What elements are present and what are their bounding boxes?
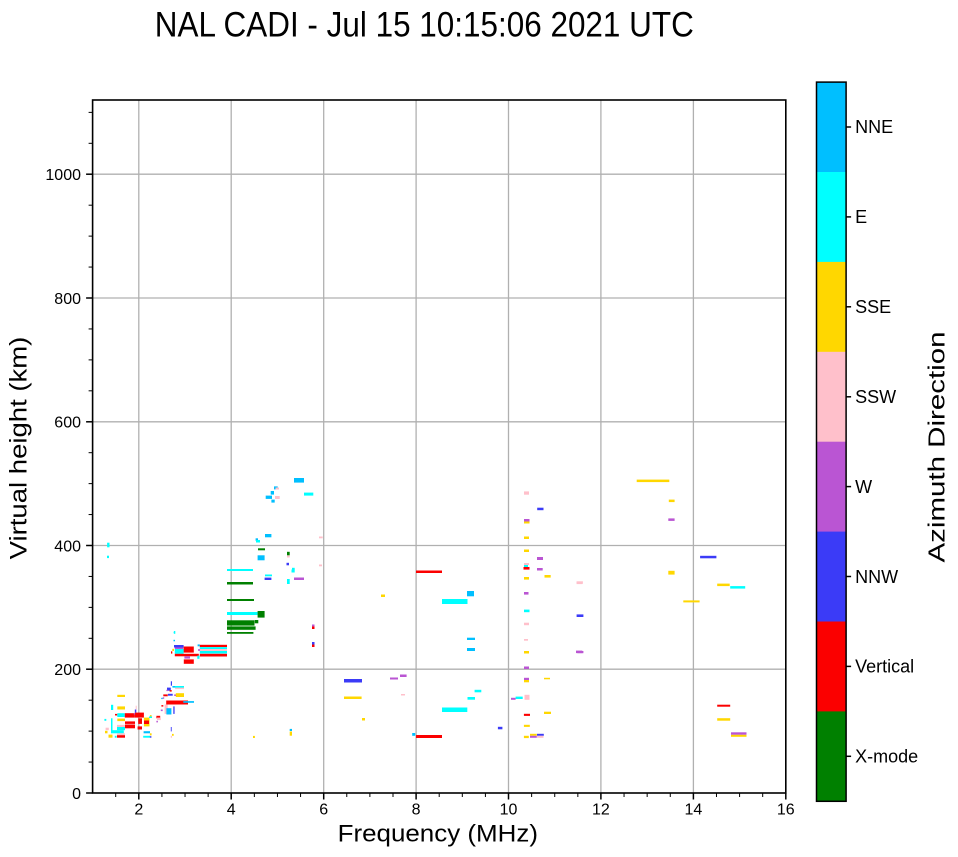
svg-text:Azimuth Direction: Azimuth Direction bbox=[923, 332, 949, 563]
svg-text:NNE: NNE bbox=[855, 117, 893, 137]
svg-text:8: 8 bbox=[412, 802, 421, 819]
svg-text:16: 16 bbox=[777, 802, 795, 819]
svg-text:0: 0 bbox=[72, 786, 81, 803]
svg-text:1000: 1000 bbox=[45, 167, 81, 184]
svg-text:SSE: SSE bbox=[855, 297, 891, 317]
svg-text:NAL CADI - Jul 15 10:15:06 202: NAL CADI - Jul 15 10:15:06 2021 UTC bbox=[155, 5, 694, 44]
svg-text:400: 400 bbox=[54, 538, 81, 555]
svg-text:SSW: SSW bbox=[855, 387, 896, 407]
svg-text:800: 800 bbox=[54, 291, 81, 308]
svg-text:600: 600 bbox=[54, 415, 81, 432]
svg-text:200: 200 bbox=[54, 662, 81, 679]
svg-text:Frequency (MHz): Frequency (MHz) bbox=[338, 820, 538, 847]
svg-text:Virtual height (km): Virtual height (km) bbox=[6, 337, 33, 560]
svg-text:E: E bbox=[855, 207, 867, 227]
svg-text:10: 10 bbox=[500, 802, 518, 819]
svg-text:W: W bbox=[855, 477, 872, 497]
svg-text:14: 14 bbox=[685, 802, 703, 819]
svg-text:2: 2 bbox=[134, 802, 143, 819]
svg-text:6: 6 bbox=[319, 802, 328, 819]
svg-text:12: 12 bbox=[592, 802, 610, 819]
svg-text:X-mode: X-mode bbox=[855, 747, 918, 767]
svg-text:4: 4 bbox=[227, 802, 236, 819]
svg-text:NNW: NNW bbox=[855, 567, 898, 587]
svg-text:Vertical: Vertical bbox=[855, 657, 914, 677]
